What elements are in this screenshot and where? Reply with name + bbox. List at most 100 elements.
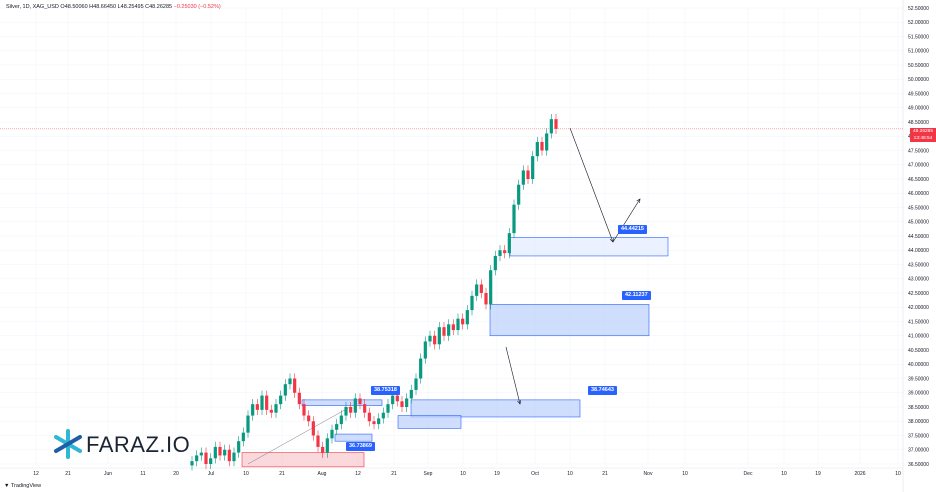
- candle-body: [209, 458, 213, 464]
- y-tick-label: 50.00000: [908, 77, 929, 83]
- candle-body: [283, 384, 287, 396]
- candle-body: [465, 310, 469, 325]
- candle-body: [255, 404, 259, 410]
- candle-body: [279, 395, 283, 405]
- arrow-down-2: [505, 346, 521, 405]
- candle-body: [325, 438, 329, 453]
- annotation-44[interactable]: 44.44215: [618, 225, 647, 234]
- y-tick-label: 44.50000: [908, 234, 929, 240]
- candle-body: [335, 424, 339, 430]
- candle-body: [545, 133, 549, 151]
- candle-body: [377, 418, 381, 425]
- candle-body: [269, 409, 273, 413]
- candle-body: [330, 429, 334, 439]
- annotation-42[interactable]: 42.11237: [622, 291, 651, 300]
- candle-body: [470, 295, 474, 311]
- candle-body: [451, 324, 455, 331]
- arrow-up: [612, 198, 641, 243]
- candle-body: [507, 233, 511, 254]
- candle-body: [479, 284, 483, 293]
- x-tick-label: Sep: [424, 471, 433, 477]
- candle-body: [218, 446, 222, 456]
- candle-body: [498, 250, 502, 256]
- y-tick-label: 45.00000: [908, 220, 929, 226]
- candle-body: [512, 204, 516, 234]
- tradingview-logo: ▼ TradingView: [4, 483, 41, 489]
- candle-body: [241, 432, 245, 442]
- countdown-label: 13:48:54: [910, 135, 936, 142]
- candle-body: [246, 415, 250, 433]
- candle-body: [423, 341, 427, 359]
- candle-body: [489, 270, 493, 305]
- x-tick-label: 10: [460, 471, 466, 477]
- arrow-down-1: [569, 127, 614, 243]
- x-tick-label: 10: [243, 471, 249, 477]
- brand-name: FARAZ.IO: [86, 432, 191, 457]
- candle-body: [232, 452, 236, 462]
- y-tick-label: 52.00000: [908, 20, 929, 26]
- candle-body: [437, 327, 441, 345]
- candle-body: [311, 421, 315, 436]
- candle-body: [204, 452, 208, 464]
- candle-body: [199, 452, 203, 456]
- y-tick-label: 51.50000: [908, 34, 929, 40]
- candle-body: [372, 421, 376, 425]
- zone-pink: [241, 452, 365, 468]
- candle-body: [409, 389, 413, 399]
- tv-icon: ▼: [4, 483, 10, 489]
- candle-body: [554, 119, 558, 129]
- candle-body: [447, 324, 451, 336]
- candle-body: [251, 404, 255, 416]
- x-tick-label: Jul: [208, 471, 214, 477]
- x-tick-label: 10: [682, 471, 688, 477]
- open-value: O48.50060: [60, 4, 88, 10]
- y-tick-label: 40.00000: [908, 362, 929, 368]
- candle-body: [227, 449, 231, 462]
- zone-38-0: [397, 415, 462, 429]
- candle-body: [381, 412, 385, 419]
- x-tick-label: 21: [602, 471, 608, 477]
- x-tick-label: Aug: [318, 471, 327, 477]
- brand-logo: FARAZ.IO: [52, 428, 190, 465]
- y-tick-label: 46.50000: [908, 177, 929, 183]
- candle-body: [475, 284, 479, 296]
- annotation-38-7464[interactable]: 38.74643: [588, 386, 617, 395]
- candle-body: [339, 415, 343, 425]
- candle-body: [213, 446, 217, 459]
- zone-42: [489, 304, 650, 337]
- y-tick-label: 49.00000: [908, 106, 929, 112]
- candle-body: [358, 398, 362, 405]
- x-tick-label: Nov: [644, 471, 653, 477]
- y-tick-label: 46.00000: [908, 191, 929, 197]
- x-tick-label: Dec: [744, 471, 753, 477]
- candle-body: [433, 335, 437, 345]
- candle-body: [386, 404, 390, 413]
- annotation-38-7531[interactable]: 38.75318: [371, 386, 400, 395]
- x-tick-label: 21: [279, 471, 285, 477]
- zone-38-75: [301, 399, 383, 406]
- y-tick-label: 38.50000: [908, 405, 929, 411]
- symbol-title: Silver, 1D, XAG_USD: [6, 4, 59, 10]
- candle-body: [353, 398, 357, 413]
- candle-body: [260, 395, 264, 410]
- y-tick-label: 37.50000: [908, 433, 929, 439]
- candle-body: [223, 449, 227, 456]
- candle-body: [302, 404, 306, 416]
- y-tick-label: 43.00000: [908, 277, 929, 283]
- candle-body: [414, 378, 418, 390]
- zone-38-7: [410, 399, 581, 418]
- candle-body: [349, 407, 353, 413]
- candle-body: [428, 335, 432, 342]
- x-tick-label: 12: [355, 471, 361, 477]
- candle-body: [493, 255, 497, 271]
- annotation-36-7386[interactable]: 36.73869: [346, 442, 375, 451]
- trend-line: [247, 406, 351, 465]
- x-tick-label: 2026: [854, 471, 865, 477]
- y-tick-label: 44.00000: [908, 248, 929, 254]
- candle-body: [265, 395, 269, 410]
- low-value: L48.25495: [117, 4, 144, 10]
- candle-body: [363, 404, 367, 413]
- x-tick-label: 10: [567, 471, 573, 477]
- current-price-label: 48.26285: [910, 128, 936, 135]
